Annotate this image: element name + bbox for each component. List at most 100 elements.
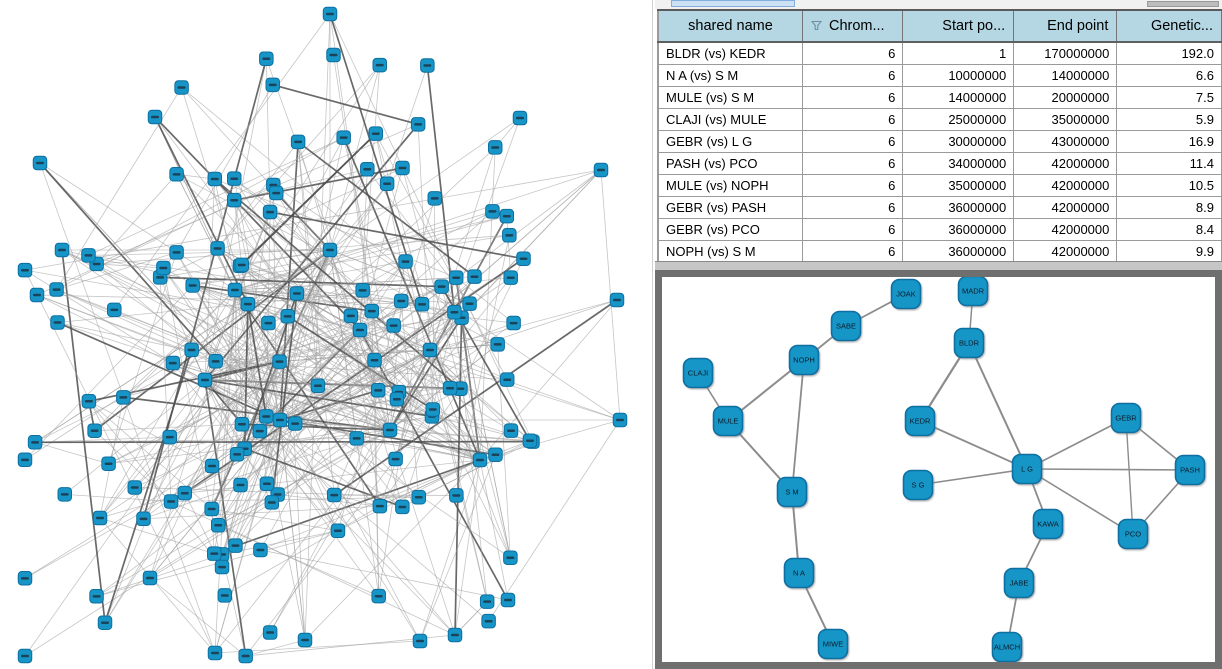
network-node[interactable]: [370, 383, 386, 398]
network-node[interactable]: [487, 140, 503, 155]
network-node-sabe[interactable]: SABE: [830, 310, 862, 342]
network-node[interactable]: [503, 423, 519, 438]
network-node[interactable]: [442, 381, 458, 396]
network-node[interactable]: [322, 242, 338, 258]
network-node[interactable]: [116, 390, 131, 405]
network-node[interactable]: [467, 269, 482, 284]
node-shape[interactable]: [1032, 508, 1064, 540]
column-header-end-point[interactable]: End point: [1013, 9, 1118, 43]
network-node[interactable]: [234, 257, 249, 273]
network-detail-panel[interactable]: JOAK MADR SABE NOPH BLDR CLAJI MULE KEDR GEBR L G…: [655, 270, 1222, 669]
network-node[interactable]: [367, 352, 382, 368]
network-node[interactable]: [448, 270, 464, 285]
network-node-kedr[interactable]: KEDR: [904, 405, 936, 437]
network-node[interactable]: [506, 315, 521, 331]
table-row[interactable]: GEBR (vs) PCO 6 36000000 42000000 8.4: [657, 218, 1222, 241]
network-node[interactable]: [264, 495, 280, 510]
network-node[interactable]: [434, 279, 449, 294]
network-node[interactable]: [371, 588, 386, 604]
node-shape[interactable]: [902, 469, 934, 501]
network-node[interactable]: [289, 286, 305, 301]
node-shape[interactable]: [712, 405, 744, 437]
scrollbar-thumb[interactable]: [671, 0, 795, 7]
network-node[interactable]: [272, 354, 287, 369]
network-node[interactable]: [485, 204, 500, 219]
network-node[interactable]: [355, 283, 370, 298]
network-node[interactable]: [162, 429, 177, 445]
column-header-start-po-[interactable]: Start po...: [902, 9, 1015, 43]
network-node[interactable]: [364, 303, 380, 319]
network-node[interactable]: [412, 633, 428, 649]
network-node[interactable]: [499, 208, 515, 224]
network-node[interactable]: [393, 293, 409, 309]
network-node[interactable]: [165, 355, 181, 371]
network-node[interactable]: [259, 51, 274, 66]
network-node-joak[interactable]: JOAK: [890, 278, 922, 310]
network-node[interactable]: [17, 648, 33, 664]
network-node[interactable]: [411, 489, 427, 505]
network-node[interactable]: [512, 110, 528, 126]
network-node[interactable]: [204, 458, 220, 474]
column-header-shared-name[interactable]: shared name: [657, 9, 803, 43]
network-node[interactable]: [360, 162, 375, 177]
network-node-s-g[interactable]: S G: [902, 469, 934, 501]
network-node[interactable]: [410, 117, 426, 132]
network-node[interactable]: [156, 260, 171, 276]
network-node[interactable]: [382, 422, 398, 438]
network-node-claji[interactable]: CLAJI: [682, 357, 714, 389]
node-shape[interactable]: [830, 310, 862, 342]
network-edge[interactable]: [1026, 468, 1191, 471]
network-node[interactable]: [310, 378, 326, 393]
network-node[interactable]: [447, 304, 462, 320]
network-node[interactable]: [107, 302, 122, 318]
network-node[interactable]: [388, 451, 403, 467]
network-node-l-g[interactable]: L G: [1011, 453, 1043, 485]
network-node[interactable]: [290, 134, 306, 150]
network-node-gebr[interactable]: GEBR: [1110, 402, 1142, 434]
network-node[interactable]: [261, 315, 276, 331]
network-node[interactable]: [427, 191, 443, 206]
network-node[interactable]: [214, 559, 230, 575]
network-node[interactable]: [207, 171, 223, 187]
network-edge[interactable]: [919, 420, 1028, 470]
network-node[interactable]: [500, 592, 516, 608]
node-shape[interactable]: [890, 278, 922, 310]
network-node[interactable]: [422, 342, 438, 358]
network-node[interactable]: [127, 480, 143, 495]
network-node[interactable]: [142, 570, 158, 586]
node-shape[interactable]: [1003, 567, 1035, 599]
network-node-s-m[interactable]: S M: [776, 476, 808, 508]
network-node-n-a[interactable]: N A: [783, 557, 815, 589]
network-node[interactable]: [462, 296, 477, 311]
network-node[interactable]: [420, 58, 435, 73]
network-node[interactable]: [92, 510, 108, 526]
network-node[interactable]: [502, 228, 517, 243]
network-node[interactable]: [379, 176, 395, 191]
network-node[interactable]: [262, 625, 278, 640]
network-node[interactable]: [269, 185, 284, 201]
network-node[interactable]: [17, 571, 33, 586]
node-shape[interactable]: [991, 631, 1023, 662]
network-node[interactable]: [197, 372, 213, 388]
network-node[interactable]: [227, 192, 242, 208]
network-node[interactable]: [228, 538, 243, 553]
network-node-pash[interactable]: PASH: [1174, 454, 1206, 486]
network-node[interactable]: [147, 109, 163, 125]
network-node[interactable]: [81, 393, 97, 409]
network-node[interactable]: [490, 337, 505, 352]
network-node[interactable]: [185, 278, 200, 293]
network-node[interactable]: [322, 6, 338, 22]
network-node[interactable]: [54, 242, 70, 258]
network-node[interactable]: [343, 308, 359, 324]
network-node[interactable]: [326, 47, 341, 63]
network-node[interactable]: [352, 322, 368, 338]
node-shape[interactable]: [1174, 454, 1206, 486]
network-node[interactable]: [398, 254, 413, 269]
network-node[interactable]: [234, 416, 250, 432]
network-node[interactable]: [57, 487, 72, 502]
node-shape[interactable]: [1117, 518, 1149, 550]
network-node[interactable]: [449, 488, 464, 503]
network-node[interactable]: [372, 57, 388, 73]
network-node[interactable]: [395, 499, 410, 515]
network-node[interactable]: [217, 588, 233, 603]
